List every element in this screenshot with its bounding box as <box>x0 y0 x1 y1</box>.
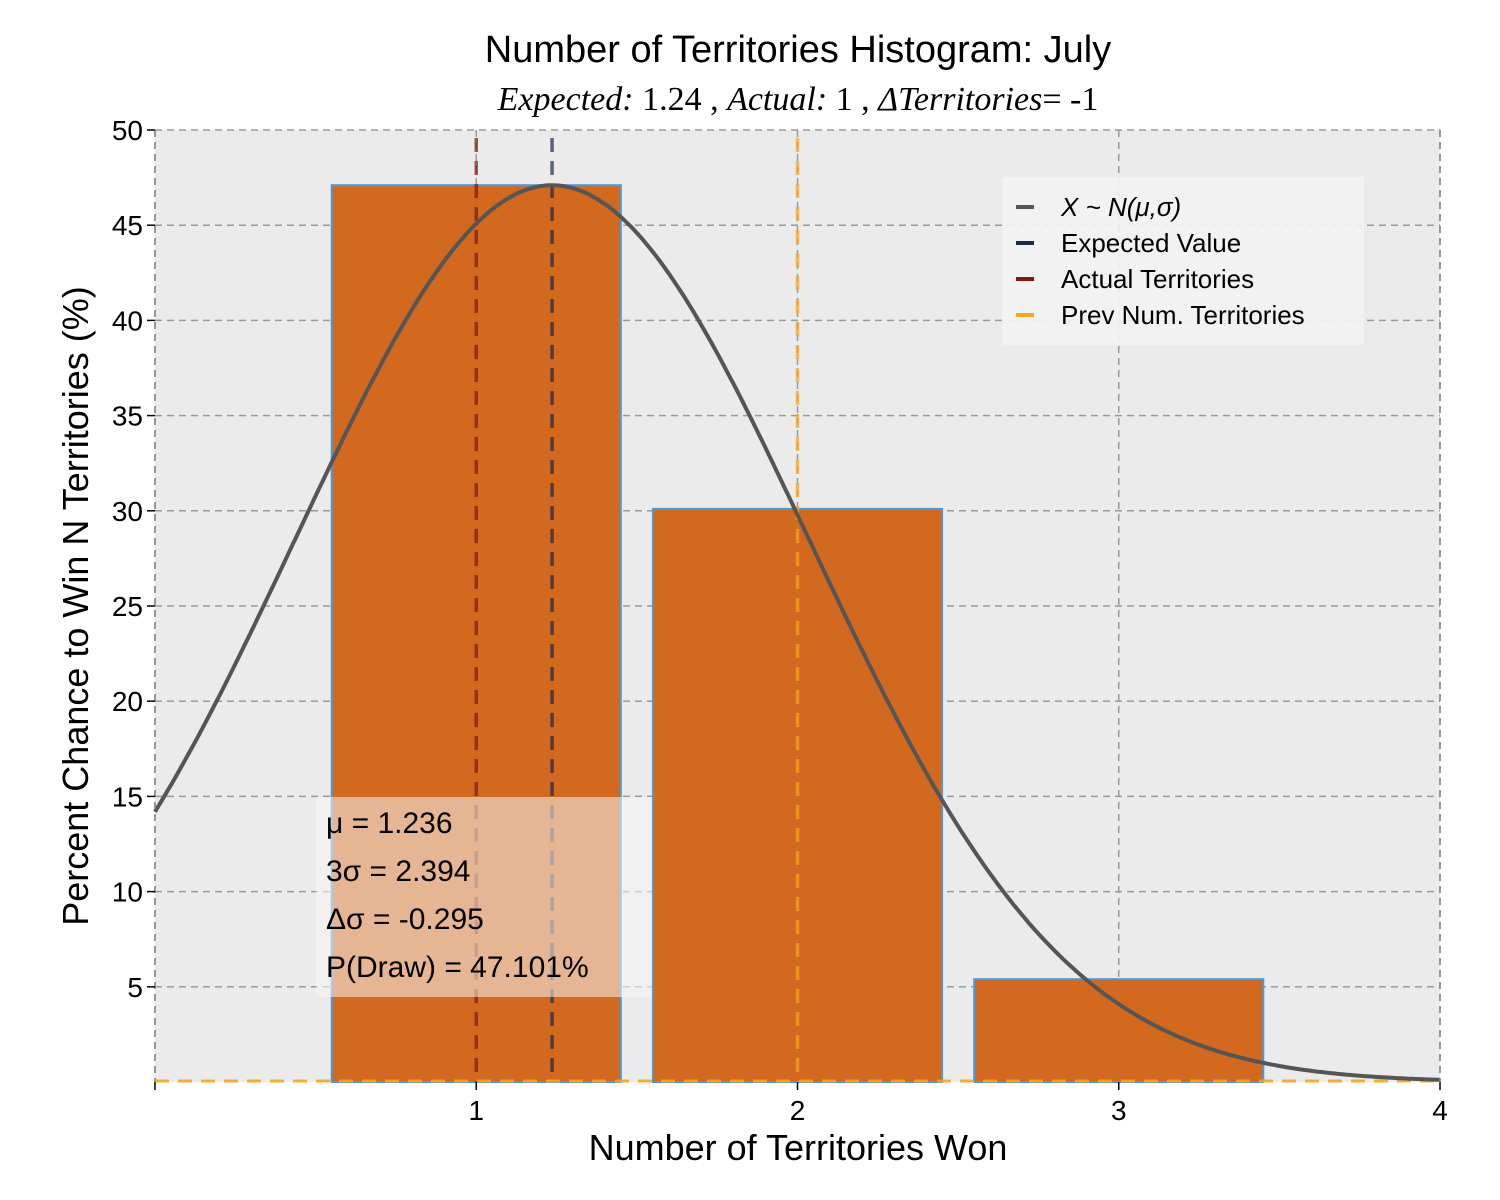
chart-subtitle: Expected: 1.24 , Actual: 1 , ΔTerritorie… <box>497 81 1099 118</box>
y-tick-label: 5 <box>127 972 143 1003</box>
x-axis-label: Number of Territories Won <box>589 1127 1008 1168</box>
stats-box-bg <box>316 797 652 997</box>
y-axis-label: Percent Chance to Win N Territories (%) <box>55 286 96 926</box>
subtitle-sep-2: , <box>861 81 870 118</box>
y-tick-label: 25 <box>112 591 143 622</box>
x-tick-label: 1 <box>468 1095 484 1126</box>
legend-entry: Prev Num. Territories <box>1061 300 1305 330</box>
normal-curve <box>153 183 1441 1082</box>
y-tick-label: 40 <box>112 305 143 336</box>
legend: X ~ N(μ,σ) Expected Value Actual Territori… <box>1002 177 1364 345</box>
legend-entry: X ~ N(μ,σ) <box>1060 192 1181 222</box>
y-tick-label: 10 <box>112 877 143 908</box>
x-tick-label: 3 <box>1111 1095 1127 1126</box>
stats-line: P(Draw) = 47.101% <box>326 951 589 984</box>
subtitle-expected-value: 1.24 <box>642 81 702 118</box>
subtitle-expected-label: Expected: <box>497 81 634 118</box>
y-tick-label: 35 <box>112 401 143 432</box>
y-tick-label: 45 <box>112 210 143 241</box>
legend-entry: Actual Territories <box>1061 264 1254 294</box>
stats-line: Δσ = -0.295 <box>326 903 484 936</box>
stats-box: μ = 1.236 3σ = 2.394 Δσ = -0.295 P(Draw) = … <box>316 797 652 997</box>
stats-line: μ = 1.236 <box>326 807 453 840</box>
normal-curve-group <box>153 183 1441 1082</box>
x-tick-label: 4 <box>1432 1095 1448 1126</box>
x-tick-label: 2 <box>790 1095 806 1126</box>
tick-labels: 5 10 15 20 25 30 35 40 45 50 1 2 3 4 <box>112 115 1448 1126</box>
axes <box>154 130 1441 1082</box>
subtitle-actual-label: Actual: <box>725 81 827 118</box>
y-tick-label: 20 <box>112 686 143 717</box>
chart-title: Number of Territories Histogram: July <box>485 29 1111 71</box>
y-tick-label: 50 <box>112 115 143 146</box>
stats-line: 3σ = 2.394 <box>326 855 470 888</box>
y-tick-label: 30 <box>112 496 143 527</box>
subtitle-sep-1: , <box>710 81 719 118</box>
subtitle-delta-value: = -1 <box>1042 81 1098 118</box>
subtitle-delta-label: ΔTerritories <box>876 81 1042 118</box>
subtitle-actual-value: 1 <box>836 81 853 118</box>
legend-entry: Expected Value <box>1061 228 1241 258</box>
bar-3 <box>973 978 1265 1084</box>
legend-box <box>1002 177 1364 345</box>
y-tick-label: 15 <box>112 781 143 812</box>
